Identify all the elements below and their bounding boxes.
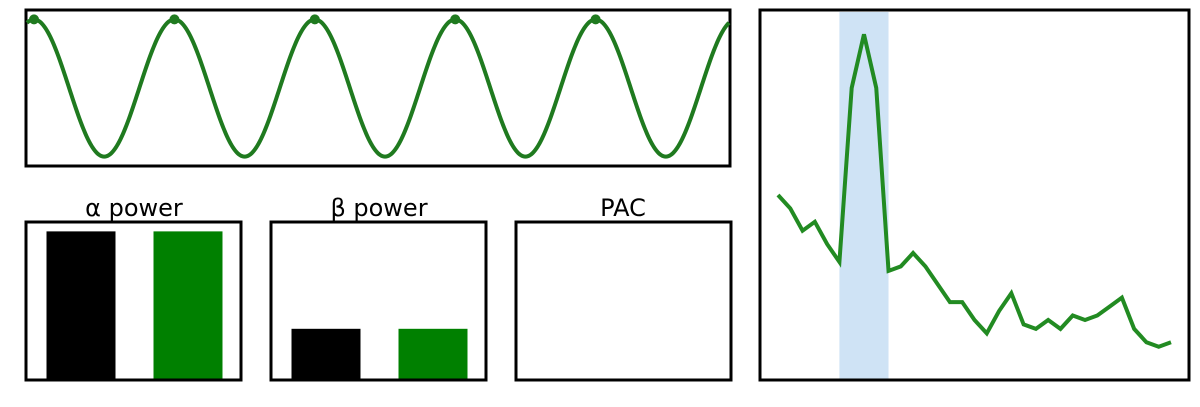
timeseries-line xyxy=(776,33,1172,349)
beta-power-title: β power xyxy=(330,194,427,222)
bar-1 xyxy=(291,328,361,379)
sine-wave-line xyxy=(25,17,731,159)
bar-2 xyxy=(153,231,223,379)
timeseries-panel xyxy=(758,8,1191,382)
phase-signal-frame xyxy=(24,8,732,168)
beta-power-frame xyxy=(269,220,488,382)
bar-2 xyxy=(398,328,468,379)
peak-marker xyxy=(169,14,180,25)
peak-marker xyxy=(450,14,461,25)
peak-marker xyxy=(590,14,601,25)
alpha-power-title: α power xyxy=(85,194,183,222)
beta-power-panel: β power xyxy=(269,194,488,382)
peak-marker xyxy=(309,14,320,25)
bar-1 xyxy=(46,231,116,379)
pac-panel: PAC xyxy=(514,194,733,382)
alpha-power-panel: α power xyxy=(24,194,243,382)
timeseries-frame xyxy=(758,8,1191,382)
peak-marker xyxy=(29,14,40,25)
highlight-band xyxy=(839,12,889,379)
pac-frame xyxy=(514,220,733,382)
alpha-power-frame xyxy=(24,220,243,382)
phase-signal-panel xyxy=(24,8,732,168)
pac-title: PAC xyxy=(600,194,646,222)
